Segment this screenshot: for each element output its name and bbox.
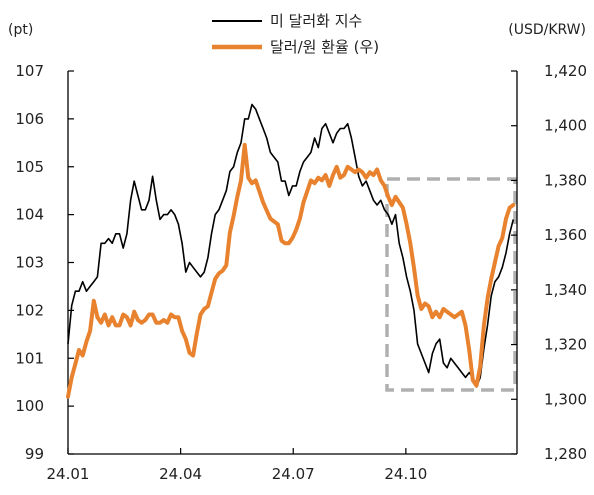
x-axis-ticks: 24.01 24.04 24.07 24.10 — [47, 448, 427, 483]
left-tick-label: 104 — [15, 206, 44, 224]
right-tick-label: 1,420 — [544, 62, 587, 80]
right-axis-ticks: 1,280 1,300 1,320 1,340 1,360 1,380 1,400 1,420 — [511, 62, 587, 463]
right-tick-label: 1,380 — [544, 171, 587, 189]
right-tick-label: 1,280 — [544, 445, 587, 463]
left-tick-label: 105 — [15, 158, 44, 176]
left-tick-label: 101 — [15, 349, 44, 367]
right-axis-unit: (USD/KRW) — [508, 22, 586, 38]
left-tick-label: 99 — [25, 445, 44, 463]
left-tick-label: 103 — [15, 254, 44, 272]
right-tick-label: 1,400 — [544, 117, 587, 135]
legend: 미 달러화 지수 달러/원 환율 (우) — [212, 12, 379, 56]
series-line-usd-index — [67, 103, 515, 388]
x-tick-label: 24.04 — [159, 465, 202, 483]
x-tick-label: 24.07 — [272, 465, 315, 483]
left-axis-unit: (pt) — [8, 22, 33, 38]
legend-label-usd-index: 미 달러화 지수 — [270, 12, 362, 30]
left-tick-label: 100 — [15, 397, 44, 415]
legend-label-usdkrw: 달러/원 환율 (우) — [270, 38, 379, 56]
right-tick-label: 1,360 — [544, 226, 587, 244]
right-tick-label: 1,340 — [544, 281, 587, 299]
right-tick-label: 1,300 — [544, 390, 587, 408]
x-tick-label: 24.01 — [47, 465, 90, 483]
right-tick-label: 1,320 — [544, 336, 587, 354]
highlight-box — [385, 177, 517, 392]
series-line-usdkrw — [66, 142, 516, 399]
left-axis-ticks: 99 100 101 102 103 104 105 106 107 — [15, 62, 74, 463]
left-tick-label: 107 — [15, 62, 44, 80]
left-tick-label: 106 — [15, 110, 44, 128]
x-tick-label: 24.10 — [384, 465, 427, 483]
left-tick-label: 102 — [15, 301, 44, 319]
